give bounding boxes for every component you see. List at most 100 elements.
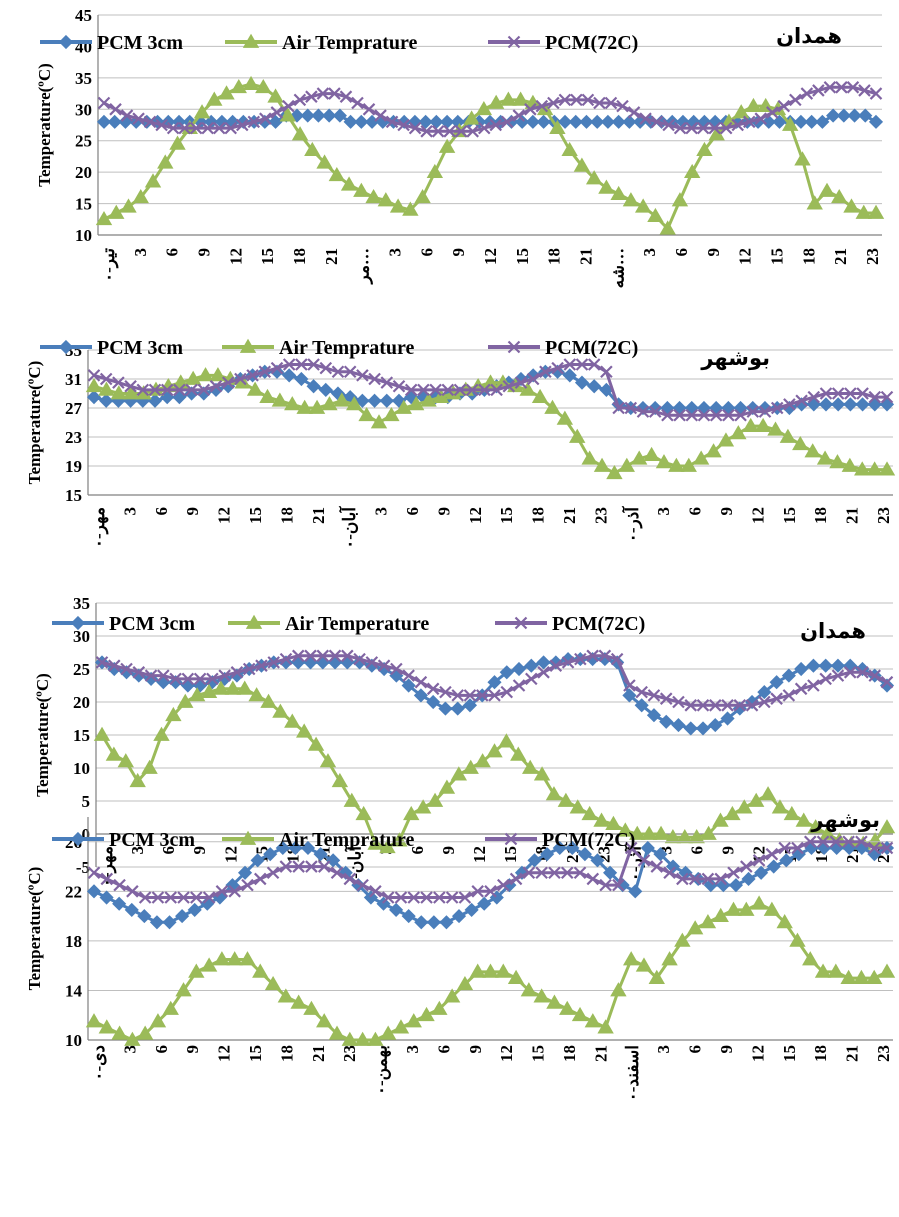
- data-point: [266, 866, 280, 880]
- data-point: [368, 372, 381, 386]
- data-point: [586, 872, 600, 886]
- data-point: [296, 399, 313, 414]
- data-point: [165, 706, 182, 722]
- data-point: [124, 1031, 141, 1046]
- data-point: [741, 871, 756, 887]
- data-point: [224, 680, 242, 695]
- data-point: [688, 828, 705, 844]
- data-point: [120, 662, 133, 676]
- data-point: [878, 461, 896, 476]
- data-point: [722, 408, 735, 422]
- data-point: [486, 743, 503, 758]
- x-tick-label: مهر-۰: [89, 507, 109, 548]
- data-point: [369, 885, 382, 898]
- data-point: [100, 872, 114, 886]
- data-point: [401, 678, 416, 693]
- data-point: [688, 872, 702, 886]
- data-point: [200, 683, 218, 698]
- data-point: [474, 753, 491, 768]
- x-tick-label: 21: [843, 1045, 862, 1062]
- data-point: [746, 405, 760, 418]
- data-point: [866, 461, 883, 476]
- data-point: [527, 853, 542, 868]
- data-point: [353, 652, 366, 666]
- data-point: [438, 138, 456, 153]
- data-point: [795, 812, 812, 827]
- data-point: [684, 400, 699, 416]
- data-point: [779, 428, 797, 443]
- data-point: [750, 895, 768, 910]
- series-3: [95, 649, 894, 712]
- legend: PCM 3cm Air Temprature PCM(72C): [40, 337, 638, 359]
- data-point: [536, 655, 551, 670]
- y-axis-label: Temperature(ºC): [35, 63, 54, 187]
- x-tick-label: آبان-۰: [338, 506, 359, 549]
- data-point: [740, 860, 753, 873]
- x-tick-label: آذر-۰: [621, 506, 643, 543]
- data-point: [855, 397, 870, 412]
- data-point: [143, 115, 157, 129]
- legend-label: PCM(72C): [545, 32, 638, 54]
- data-point: [316, 154, 333, 169]
- data-point: [661, 951, 678, 966]
- data-point: [439, 685, 452, 699]
- data-point: [668, 457, 685, 472]
- data-point: [841, 457, 859, 472]
- legend-marker: [70, 615, 86, 631]
- data-point: [109, 103, 122, 116]
- data-point: [169, 135, 186, 150]
- data-point: [581, 805, 598, 821]
- x-tick-label: 12: [736, 248, 755, 265]
- data-point: [605, 815, 622, 830]
- data-point: [695, 721, 711, 736]
- data-point: [680, 457, 697, 472]
- data-point: [696, 141, 713, 157]
- data-point: [560, 866, 574, 880]
- data-point: [230, 78, 247, 94]
- data-point: [319, 361, 333, 375]
- data-point: [844, 387, 857, 400]
- data-point: [791, 841, 804, 855]
- data-point: [783, 805, 801, 821]
- data-point: [653, 847, 668, 862]
- legend-label: Air Temprature: [279, 829, 414, 851]
- data-point: [279, 652, 293, 666]
- x-tick-label: 12: [748, 1045, 767, 1062]
- x-tick-label: 12: [481, 248, 500, 265]
- y-tick-label: 22: [65, 882, 82, 901]
- data-point: [772, 114, 787, 129]
- data-point: [778, 841, 791, 855]
- data-point: [379, 838, 396, 854]
- data-point: [831, 397, 846, 412]
- data-point: [736, 799, 753, 814]
- data-point: [462, 759, 479, 774]
- legend-label: PCM 3cm: [97, 32, 183, 54]
- data-point: [322, 108, 337, 123]
- y-tick-label: 27: [65, 399, 83, 418]
- data-point: [552, 840, 567, 856]
- data-point: [599, 878, 612, 892]
- data-point: [99, 372, 113, 386]
- data-point: [450, 701, 465, 716]
- data-point: [585, 170, 603, 185]
- data-point: [275, 840, 290, 856]
- x-tick-label: 9: [190, 846, 209, 855]
- data-point: [866, 969, 883, 984]
- data-point: [178, 121, 191, 135]
- x-tick-label: 15: [497, 507, 516, 524]
- data-point: [712, 812, 729, 827]
- data-point: [777, 99, 791, 113]
- data-point: [806, 195, 823, 210]
- data-point: [696, 699, 710, 712]
- x-tick-label: 3: [120, 1045, 139, 1054]
- data-point: [260, 693, 277, 708]
- data-point: [661, 408, 674, 422]
- x-tick-label: 6: [434, 1045, 453, 1054]
- data-point: [573, 866, 587, 880]
- data-point: [630, 450, 648, 465]
- y-tick-label: 15: [75, 195, 92, 214]
- data-point: [86, 884, 102, 899]
- legend-marker: [242, 33, 260, 48]
